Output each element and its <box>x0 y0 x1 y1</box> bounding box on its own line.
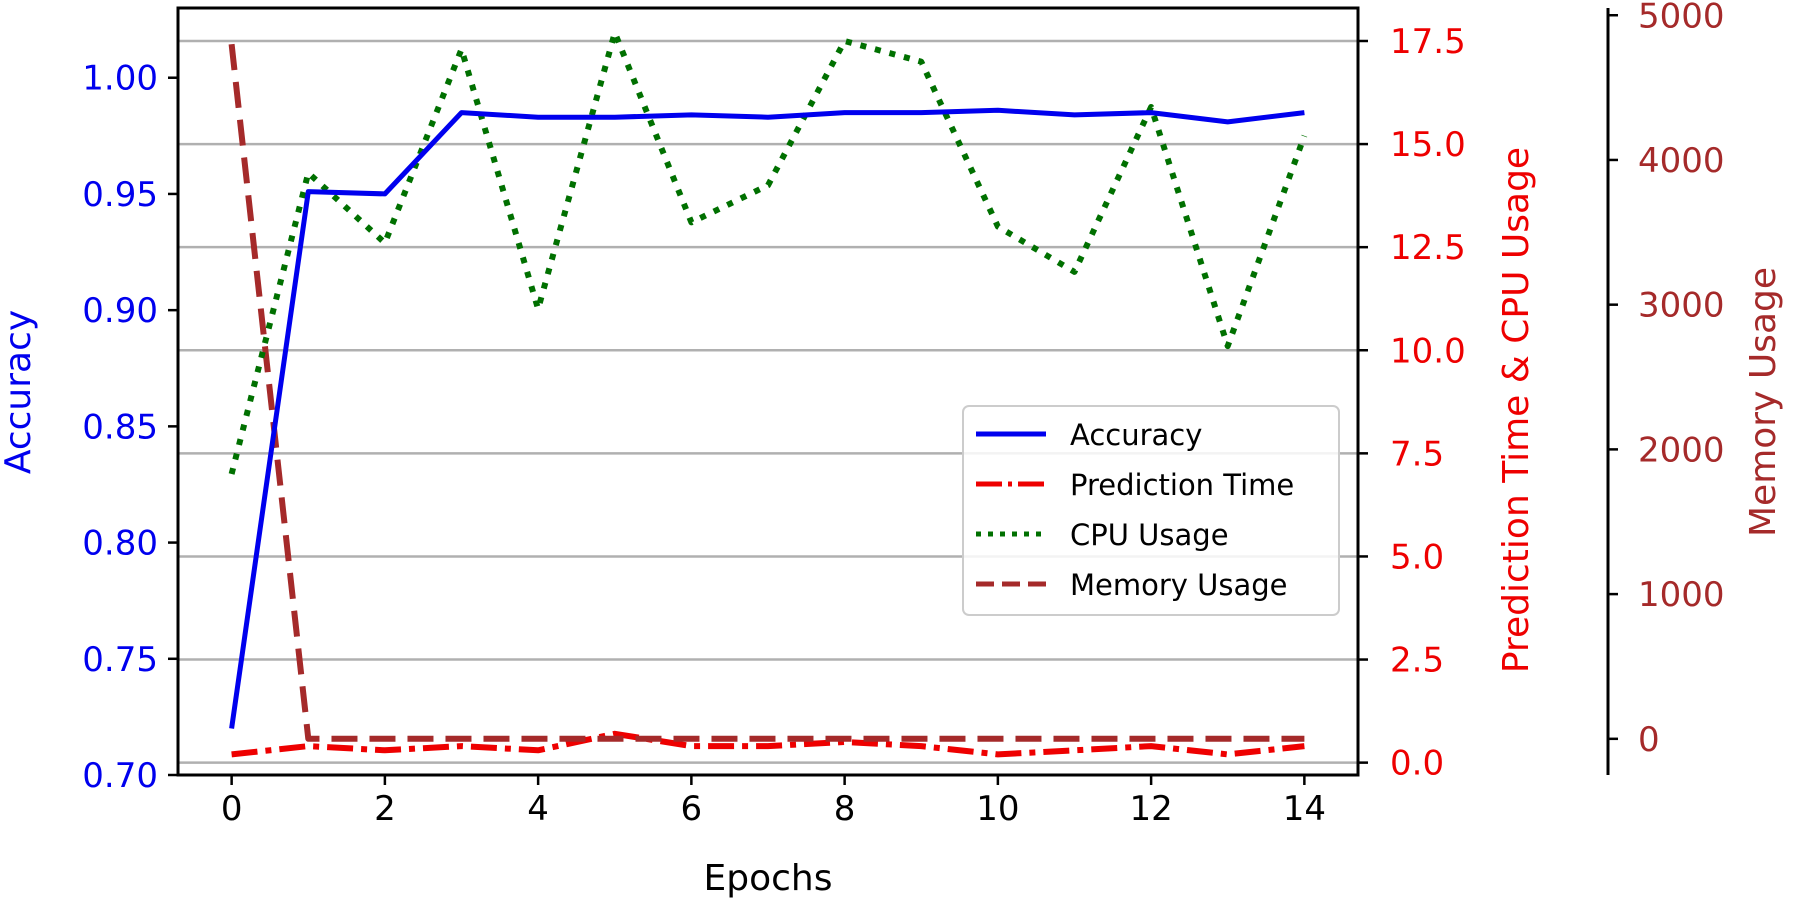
y-tick-label-memory: 1000 <box>1638 575 1725 615</box>
y-tick-label-accuracy: 0.85 <box>82 407 158 447</box>
y-tick-label-time-cpu: 5.0 <box>1390 537 1444 577</box>
legend-label-cpu-usage: CPU Usage <box>1070 518 1229 552</box>
y-tick-label-memory: 2000 <box>1638 430 1725 470</box>
legend-label-prediction-time: Prediction Time <box>1070 468 1294 502</box>
x-tick-label: 4 <box>527 789 549 829</box>
y-tick-label-time-cpu: 2.5 <box>1390 641 1444 681</box>
y-tick-label-time-cpu: 10.0 <box>1390 331 1466 371</box>
prediction-time-line <box>231 730 1305 758</box>
x-tick-label: 0 <box>221 789 243 829</box>
legend-frame <box>962 405 1340 616</box>
y-tick-label-accuracy: 0.90 <box>82 291 158 331</box>
plot-frame <box>176 6 1360 777</box>
x-axis-label: Epochs <box>704 858 833 899</box>
x-tick-label: 12 <box>1129 789 1172 829</box>
x-tick-label: 14 <box>1283 789 1326 829</box>
grid-lines <box>178 39 1358 764</box>
x-tick-label: 6 <box>681 789 703 829</box>
y-tick-label-accuracy: 0.80 <box>82 524 158 564</box>
y-axis-label-memory: Memory Usage <box>1743 267 1784 537</box>
memory-usage-line <box>228 43 1305 742</box>
y-tick-label-time-cpu: 17.5 <box>1390 22 1466 62</box>
y-tick-label-memory: 4000 <box>1638 141 1725 181</box>
legend-label-accuracy: Accuracy <box>1070 418 1202 452</box>
y-axis-label-accuracy: Accuracy <box>0 310 39 474</box>
y-tick-label-time-cpu: 15.0 <box>1390 125 1466 165</box>
y-tick-label-accuracy: 0.95 <box>82 175 158 215</box>
y-tick-label-memory: 5000 <box>1638 0 1725 36</box>
series-layer <box>228 29 1308 758</box>
y-tick-label-memory: 3000 <box>1638 286 1725 326</box>
cpu-usage-line <box>228 29 1308 475</box>
y-tick-label-memory: 0 <box>1638 720 1660 760</box>
y-axis-label-time-cpu: Prediction Time & CPU Usage <box>1496 147 1537 673</box>
y-tick-label-time-cpu: 7.5 <box>1390 434 1444 474</box>
accuracy-line <box>229 107 1305 729</box>
y-tick-label-accuracy: 0.75 <box>82 640 158 680</box>
y-tick-label-time-cpu: 0.0 <box>1390 744 1444 784</box>
y-tick-label-accuracy: 0.70 <box>82 756 158 796</box>
legend-label-memory-usage: Memory Usage <box>1070 568 1288 602</box>
y-tick-label-accuracy: 1.00 <box>82 59 158 99</box>
axes-layer: 0 2 4 6 8 10 12 14 0.70 0.75 0.80 0.85 0.90 0.95 1.00 0… <box>82 0 1724 829</box>
x-tick-label: 2 <box>374 789 396 829</box>
x-tick-label: 8 <box>834 789 856 829</box>
y-tick-label-time-cpu: 12.5 <box>1390 228 1466 268</box>
legend: Accuracy Prediction Time CPU Usage Memor… <box>962 405 1340 616</box>
x-tick-label: 10 <box>976 789 1019 829</box>
